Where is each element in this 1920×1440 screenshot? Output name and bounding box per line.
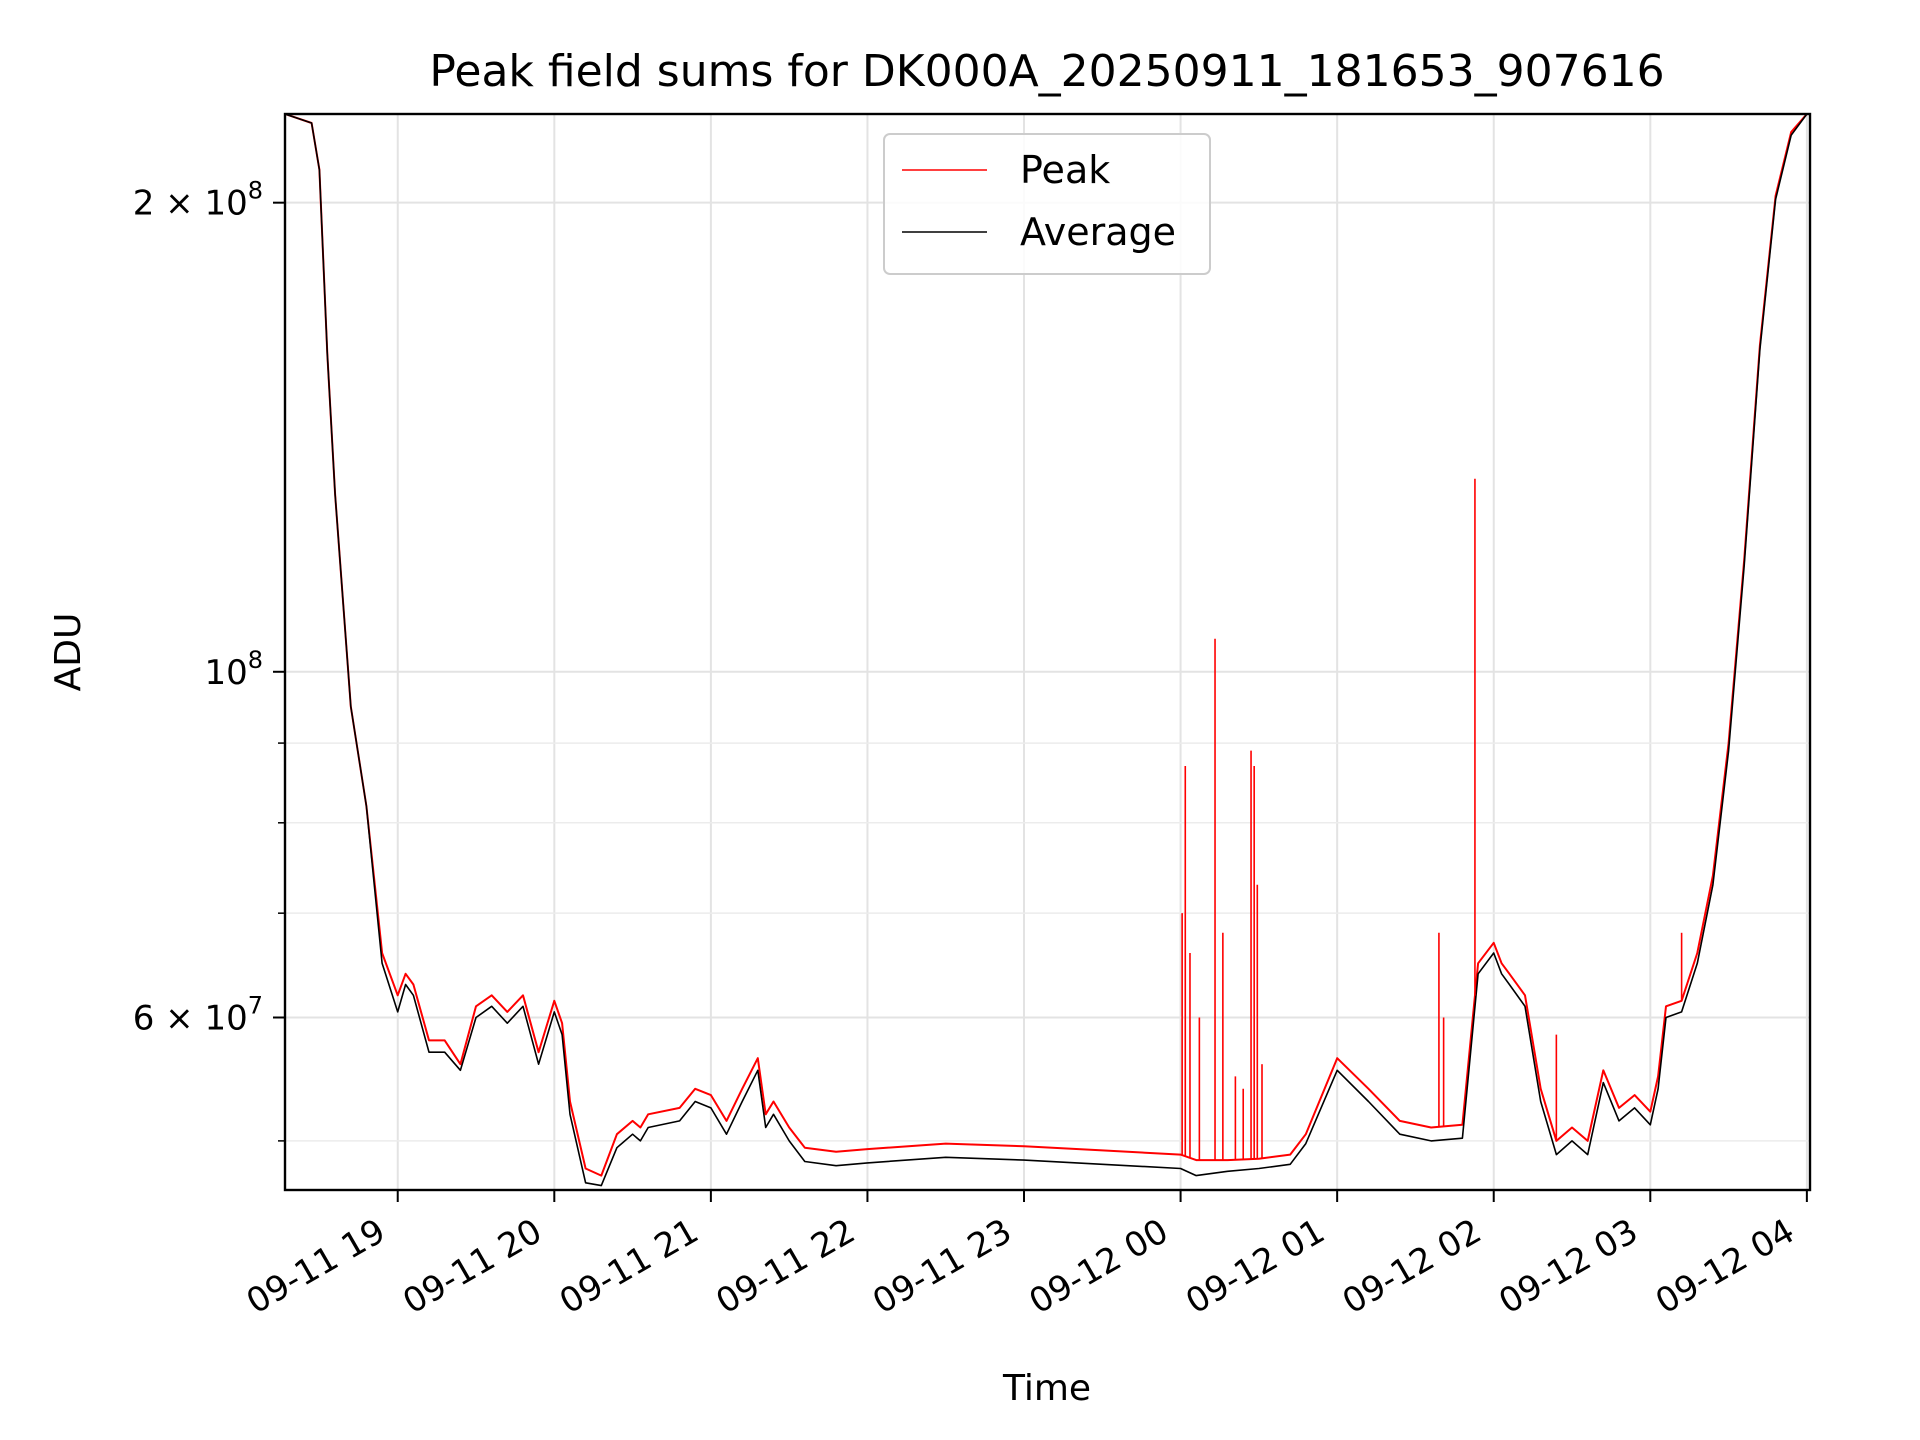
legend-label-peak: Peak: [1020, 148, 1110, 192]
x-axis-title: Time: [1002, 1368, 1091, 1409]
y-axis-title: ADU: [48, 613, 89, 692]
chart-title: Peak field sums for DK000A_20250911_1816…: [429, 46, 1664, 97]
y-tick-label: 6 × 107: [133, 991, 263, 1038]
y-tick-label: 2 × 108: [133, 177, 263, 224]
y-tick-label: 108: [204, 646, 263, 693]
series-line-peak: [285, 114, 1810, 1177]
plot-frame: [283, 112, 1812, 1192]
plot-series: [285, 114, 1810, 1187]
legend-box: [883, 133, 1211, 275]
legend-label-average: Average: [1020, 210, 1176, 254]
legend: Peak Average: [883, 133, 1211, 275]
series-line-average: [285, 114, 1810, 1187]
